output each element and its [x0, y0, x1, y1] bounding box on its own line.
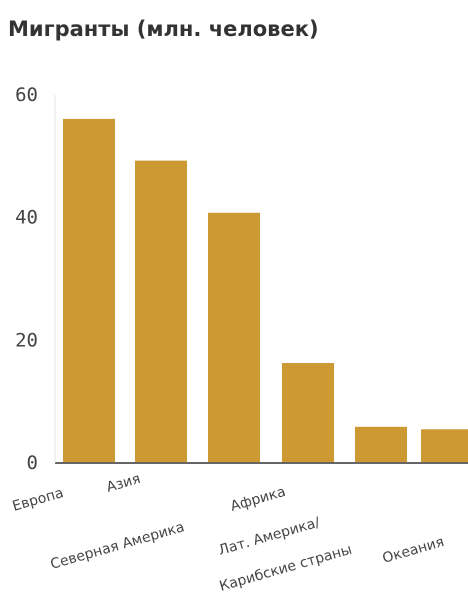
- category-label: Европа: [11, 485, 66, 515]
- bar: [63, 118, 115, 464]
- category-label: Азия: [105, 471, 143, 496]
- bar: [282, 363, 334, 463]
- category-label: Северная Америка: [49, 519, 187, 573]
- y-tick-label: 60: [15, 84, 38, 106]
- bars-group: [63, 118, 468, 464]
- y-axis-ticks: 0 20 40 60: [15, 84, 38, 474]
- category-label: Африка: [229, 484, 288, 515]
- category-label: Лат. Америка/: [217, 515, 322, 559]
- bar: [208, 212, 260, 463]
- y-tick-label: 40: [15, 207, 38, 229]
- chart-subtitle: Мигранты (млн. человек): [8, 17, 319, 41]
- bar: [135, 160, 187, 464]
- category-label: Океания: [381, 534, 446, 567]
- y-tick-label: 20: [15, 329, 38, 351]
- bar: [421, 429, 468, 463]
- y-tick-label: 0: [27, 452, 38, 474]
- bar: [355, 426, 407, 463]
